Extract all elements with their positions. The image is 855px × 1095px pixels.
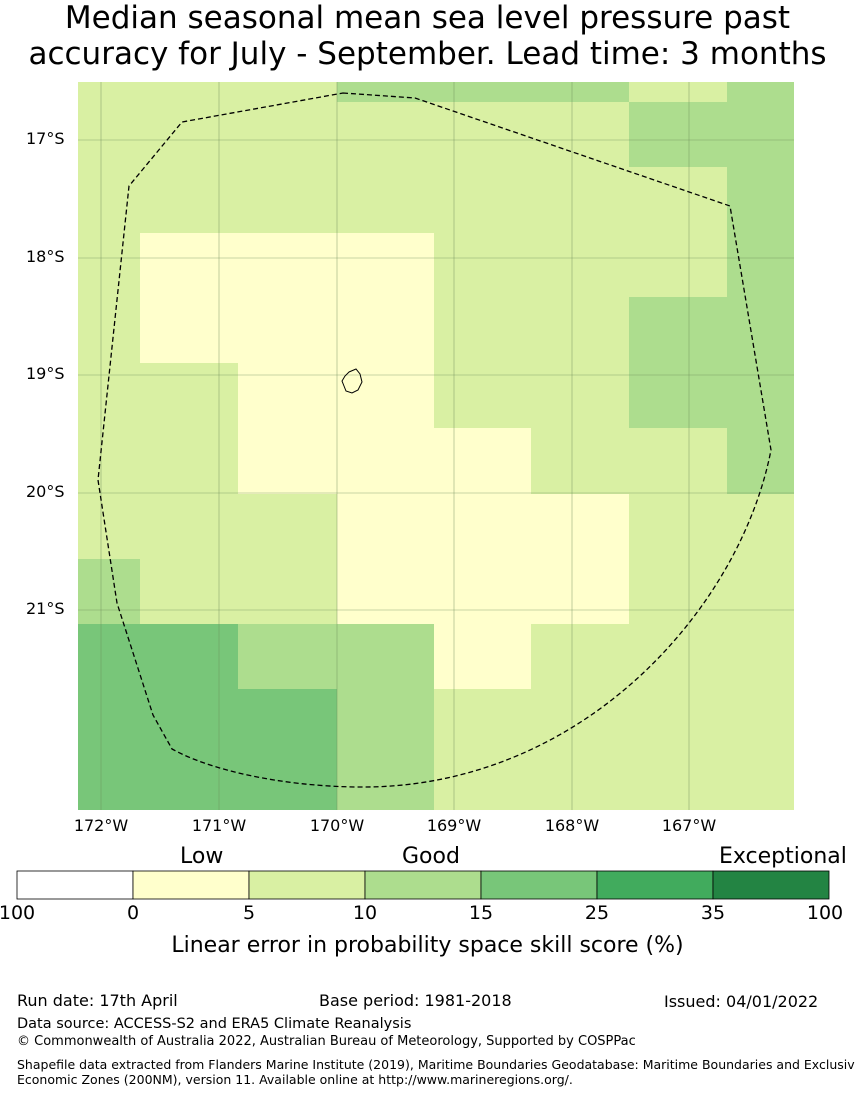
base-period: Base period: 1981-2018	[319, 991, 512, 1010]
category-good: Good	[402, 844, 460, 869]
colorbar	[16, 870, 830, 900]
category-low: Low	[180, 844, 224, 869]
colorbar-tick-5: 25	[584, 902, 610, 924]
colorbar-tick-2: 5	[242, 902, 256, 924]
colorbar-tick-0: 100	[0, 902, 36, 924]
skill-cell	[629, 82, 727, 102]
eez-boundary	[97, 92, 772, 788]
skill-cell	[727, 82, 794, 494]
colorbar-label: Linear error in probability space skill …	[171, 933, 684, 958]
skill-cell	[337, 428, 531, 494]
colorbar-tick-1: 0	[126, 902, 140, 924]
lat-label-19s: 19°S	[26, 364, 65, 383]
colorbar-segment	[248, 870, 366, 900]
skill-cell	[337, 624, 434, 810]
lat-label-20s: 20°S	[26, 482, 65, 501]
lon-label-168w: 168°W	[544, 816, 600, 835]
lon-label-169w: 169°W	[426, 816, 482, 835]
skill-cell	[337, 82, 629, 102]
skill-cell	[629, 297, 727, 428]
skill-cell	[140, 233, 434, 363]
colorbar-tick-3: 10	[352, 902, 378, 924]
colorbar-segment	[132, 870, 250, 900]
colorbar-segment	[712, 870, 830, 900]
skill-cell	[434, 624, 531, 689]
colorbar-segment	[596, 870, 714, 900]
lon-label-171w: 171°W	[191, 816, 247, 835]
skill-cell	[78, 559, 140, 624]
skill-cell	[238, 689, 337, 810]
colorbar-tick-7: 100	[806, 902, 844, 924]
copyright: © Commonwealth of Australia 2022, Austra…	[17, 1034, 636, 1049]
skill-cell	[238, 624, 337, 689]
lat-label-17s: 17°S	[26, 129, 65, 148]
category-exceptional: Exceptional	[719, 844, 847, 869]
shapefile-credit-line-1: Shapefile data extracted from Flanders M…	[17, 1057, 855, 1072]
colorbar-segment	[16, 870, 134, 900]
colorbar-tick-6: 35	[700, 902, 726, 924]
data-source: Data source: ACCESS-S2 and ERA5 Climate …	[17, 1016, 412, 1032]
lon-label-167w: 167°W	[661, 816, 717, 835]
skill-cell	[629, 102, 727, 167]
colorbar-segment	[364, 870, 482, 900]
lon-label-170w: 170°W	[309, 816, 365, 835]
lat-label-21s: 21°S	[26, 599, 65, 618]
shapefile-credit-line-2: Economic Zones (200NM), version 11. Avai…	[17, 1072, 573, 1087]
colorbar-segment	[480, 870, 598, 900]
skill-cell	[337, 494, 629, 624]
title-line-1: Median seasonal mean sea level pressure …	[64, 0, 791, 36]
skill-grid	[78, 82, 794, 810]
colorbar-tick-4: 15	[468, 902, 494, 924]
skill-cell	[78, 624, 238, 810]
title-line-2: accuracy for July - September. Lead time…	[28, 36, 827, 72]
chart-title: Median seasonal mean sea level pressure …	[0, 0, 855, 72]
lon-label-172w: 172°W	[73, 816, 129, 835]
run-date: Run date: 17th April	[17, 991, 178, 1010]
issued-date: Issued: 04/01/2022	[664, 992, 819, 1011]
lat-label-18s: 18°S	[26, 247, 65, 266]
graticule	[78, 82, 794, 810]
island-outline	[341, 368, 363, 394]
